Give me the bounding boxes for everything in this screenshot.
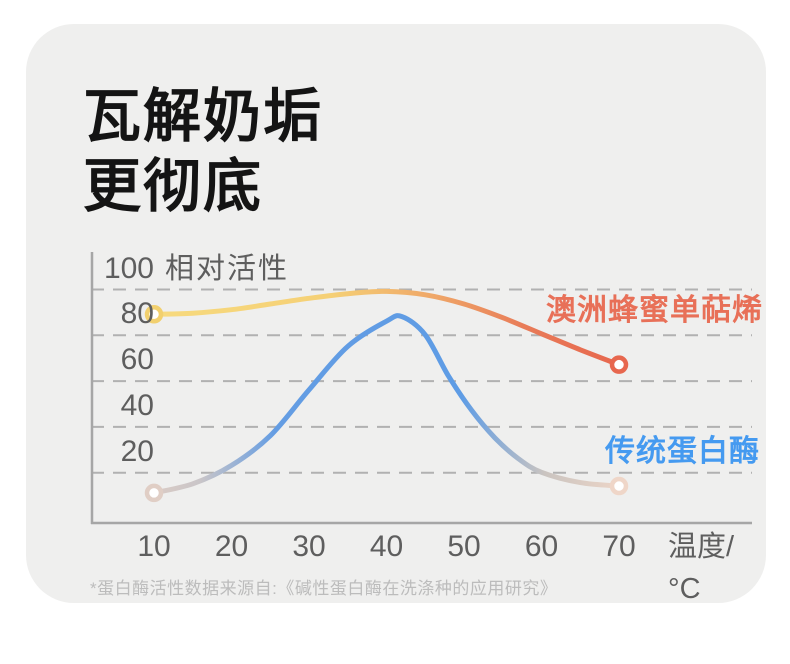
headline: 瓦解奶垢 更彻底 (83, 82, 323, 222)
infographic-card: 瓦解奶垢 更彻底 相对活性 100 80 60 40 20 10 20 30 40 50 60 70… (26, 24, 766, 605)
y-tick-20: 20 (120, 434, 154, 468)
x-tick-60: 60 (524, 530, 559, 563)
y-tick-60: 60 (120, 343, 154, 377)
footnote: *蛋白酶活性数据来源自:《碱性蛋白酶在洗涤种的应用研究》 (90, 579, 558, 598)
series-0-start-marker (144, 305, 164, 324)
headline-line2: 更彻底 (83, 154, 264, 219)
x-tick-20: 20 (214, 530, 249, 563)
y-axis-title: 相对活性 (165, 253, 290, 285)
y-tick-80: 80 (120, 297, 154, 331)
series-0-end-marker (609, 355, 629, 374)
series-line-1 (151, 313, 622, 496)
legend-label-traditional-protease: 传统蛋白酶 (605, 435, 760, 468)
y-tick-40: 40 (120, 388, 154, 422)
series-1-start-marker (144, 483, 164, 503)
x-tick-50: 50 (447, 530, 481, 563)
x-axis-title: 温度/°C (668, 531, 735, 605)
x-tick-10: 10 (137, 530, 171, 563)
y-tick-100: 100 (103, 251, 154, 285)
headline-line1: 瓦解奶垢 (83, 84, 324, 149)
series-1-end-marker (609, 476, 629, 496)
x-tick-70: 70 (602, 530, 636, 563)
x-tick-30: 30 (292, 530, 326, 563)
series-line-0 (151, 288, 622, 368)
legend-label-honey-monoterpene: 澳洲蜂蜜单萜烯 (546, 294, 763, 327)
x-tick-40: 40 (369, 530, 404, 563)
activity-temperature-chart (90, 252, 752, 525)
